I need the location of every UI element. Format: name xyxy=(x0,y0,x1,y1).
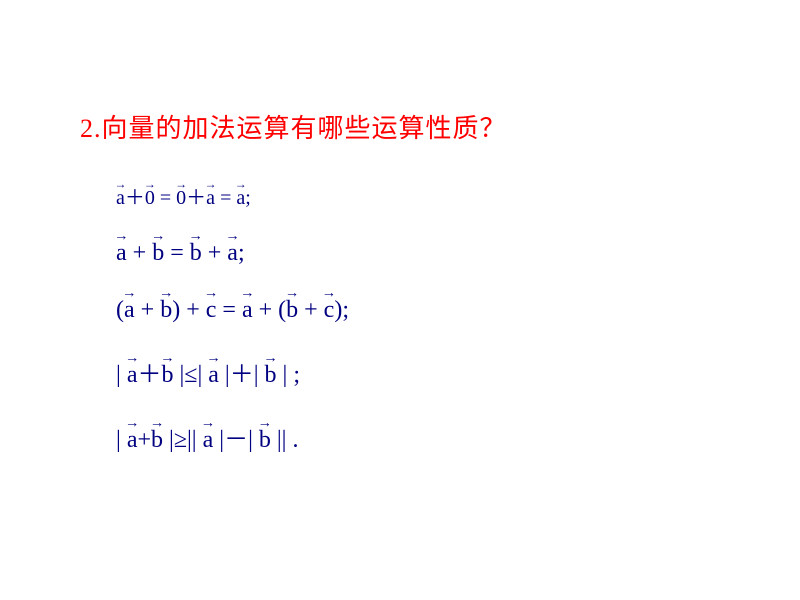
vec-a: a xyxy=(127,427,138,454)
vec-a: a xyxy=(227,240,238,267)
vec-a: a xyxy=(116,240,127,267)
vec-a: a xyxy=(236,187,245,210)
vec-a: a xyxy=(127,362,138,389)
vec-a: a xyxy=(206,187,215,210)
slide-content: 2.向量的加法运算有哪些运算性质？ a＋0 = 0＋a = a; a + b =… xyxy=(0,0,800,524)
vec-b: b xyxy=(160,297,172,324)
vec-zero: 0 xyxy=(176,187,186,210)
vec-b: b xyxy=(151,427,163,454)
vec-b: b xyxy=(161,362,173,389)
vec-a: a xyxy=(208,362,219,389)
vec-a: a xyxy=(242,297,253,324)
vec-b: b xyxy=(265,362,277,389)
vec-b: b xyxy=(286,297,298,324)
vec-zero: 0 xyxy=(145,187,155,210)
equation-triangle-upper: | a＋b |≤| a |＋| b | ; xyxy=(116,354,720,389)
vec-b: b xyxy=(259,427,271,454)
vec-b: b xyxy=(152,240,164,267)
equations-block: a＋0 = 0＋a = a; a + b = b + a; (a + b) + … xyxy=(80,181,720,454)
equation-zero-identity: a＋0 = 0＋a = a; xyxy=(116,181,720,210)
equation-commutative: a + b = b + a; xyxy=(116,240,720,267)
equation-associative: (a + b) + c = a + (b + c); xyxy=(116,297,720,324)
equation-triangle-lower: | a+b |≥|| a |－| b || . xyxy=(116,419,720,454)
vec-a: a xyxy=(116,187,125,210)
vec-c: c xyxy=(206,297,217,324)
heading-text: 向量的加法运算有哪些运算性质？ xyxy=(102,114,507,143)
vec-a: a xyxy=(124,297,135,324)
vec-b: b xyxy=(190,240,202,267)
vec-c: c xyxy=(324,297,335,324)
heading-number: 2. xyxy=(80,114,102,143)
vec-a: a xyxy=(203,427,214,454)
question-heading: 2.向量的加法运算有哪些运算性质？ xyxy=(80,108,720,145)
